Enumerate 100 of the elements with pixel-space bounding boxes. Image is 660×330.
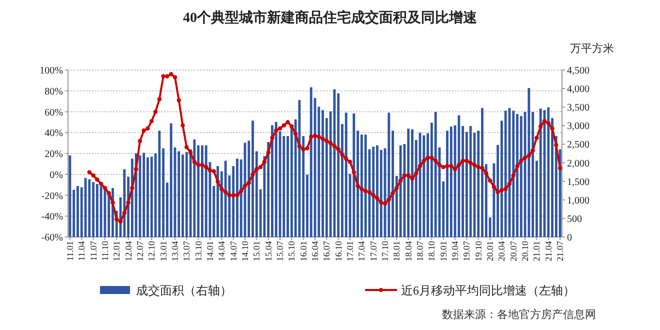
- bar: [146, 157, 149, 237]
- bar: [411, 129, 414, 237]
- x-tick-label: 14.07: [228, 240, 238, 262]
- x-tick-label: 16.01: [298, 241, 308, 262]
- x-tick-label: 13.04: [170, 240, 180, 262]
- bar: [92, 182, 94, 237]
- bar: [516, 114, 518, 237]
- x-tick-label: 16.07: [322, 240, 332, 262]
- bar: [399, 145, 402, 237]
- y-tick-label: 20%: [44, 149, 63, 160]
- bar: [274, 122, 278, 237]
- x-tick-label: 11.04: [76, 240, 87, 261]
- y-tick-label: 100%: [40, 66, 63, 76]
- bar: [182, 154, 184, 237]
- bar: [528, 88, 530, 237]
- x-tick-label: 20.10: [520, 240, 530, 262]
- x-tick-label: 21.07: [555, 240, 566, 262]
- x-tick-label: 11.01: [64, 241, 75, 261]
- x-tick-label: 16.04: [310, 240, 320, 262]
- x-tick-label: 12.04: [123, 240, 134, 262]
- bar: [333, 89, 336, 237]
- bar: [193, 139, 196, 237]
- x-tick-label: 20.04: [496, 240, 507, 262]
- bar: [170, 123, 172, 237]
- y-tick-label: -60%: [41, 232, 63, 244]
- x-tick-label: 19.07: [462, 240, 472, 262]
- x-tick-label: 15.01: [252, 241, 262, 262]
- x-tick-label: 17.07: [368, 240, 378, 262]
- x-tick-label: 21.04: [543, 240, 554, 262]
- bar: [123, 169, 126, 237]
- x-tick-label: 14.10: [240, 240, 250, 262]
- bar: [271, 125, 274, 237]
- bar: [142, 152, 146, 237]
- y-tick-label: 60%: [44, 107, 63, 118]
- bar: [352, 113, 356, 237]
- x-tick-label: 18.01: [392, 241, 402, 262]
- bar: [96, 184, 98, 237]
- x-tick-label: 12.10: [146, 240, 157, 262]
- x-tick-label: 13.10: [193, 240, 204, 262]
- x-tick-label: 20.07: [508, 240, 518, 262]
- y-tick-label: 40%: [44, 128, 63, 140]
- x-tick-label: 12.01: [112, 241, 122, 262]
- bar: [422, 135, 426, 237]
- y2-tick-label: 4,500: [567, 66, 590, 76]
- bar: [364, 134, 367, 237]
- y2-tick-label: 1,000: [567, 195, 590, 206]
- x-tick-label: 20.01: [485, 241, 496, 262]
- y2-axis-title: 万平方米: [570, 42, 614, 55]
- x-tick-label: 15.04: [263, 240, 274, 262]
- x-tick-label: 11.07: [88, 240, 98, 261]
- bar: [178, 151, 180, 237]
- bar: [458, 115, 460, 237]
- y2-tick-label: 4,000: [567, 84, 590, 96]
- y-tick-label: 0%: [50, 170, 63, 181]
- bar: [469, 126, 472, 237]
- x-tick-label: 16.10: [333, 240, 344, 262]
- bar: [310, 87, 312, 237]
- x-tick-label: 13.01: [158, 241, 168, 262]
- x-tick-label: 17.01: [345, 241, 356, 262]
- bar: [446, 130, 448, 237]
- bar: [504, 110, 507, 237]
- bar: [372, 146, 375, 237]
- bar: [298, 100, 301, 237]
- y2-tick-label: 3,000: [567, 121, 590, 132]
- bar: [337, 93, 340, 237]
- bar: [216, 166, 219, 237]
- bar: [200, 145, 204, 237]
- bar: [450, 126, 452, 237]
- bar: [380, 150, 382, 237]
- bar: [376, 145, 378, 237]
- bar: [481, 108, 484, 237]
- y-tick-label: -40%: [41, 212, 63, 223]
- legend-label: 近6月移动平均同比增速（左轴）: [401, 284, 575, 298]
- source-note: 数据来源：各地官方房产信息网: [442, 308, 596, 321]
- bar: [520, 116, 522, 237]
- x-tick-label: 14.01: [204, 241, 215, 262]
- x-tick-label: 18.10: [426, 240, 437, 262]
- y2-tick-label: 1,500: [567, 176, 590, 188]
- bar: [68, 155, 72, 237]
- bar: [76, 186, 79, 237]
- bar: [388, 112, 390, 237]
- y2-tick-label: 2,000: [567, 158, 590, 170]
- bar: [434, 112, 437, 237]
- x-tick-label: 17.04: [356, 240, 367, 262]
- y2-tick-label: 500: [567, 214, 582, 225]
- x-tick-label: 13.07: [182, 240, 192, 262]
- legend-label: 成交面积（右轴）: [136, 284, 232, 298]
- x-tick-label: 18.04: [403, 240, 414, 262]
- x-tick-label: 11.10: [100, 240, 110, 261]
- bar: [512, 110, 515, 237]
- x-tick-label: 19.04: [450, 240, 460, 262]
- y-tick-label: 80%: [44, 86, 63, 98]
- bar: [236, 158, 238, 237]
- bar: [322, 110, 324, 237]
- x-tick-label: 15.10: [286, 240, 297, 262]
- x-tick-label: 19.01: [438, 241, 448, 262]
- y2-tick-label: 3,500: [567, 102, 590, 114]
- x-tick-label: 17.10: [380, 240, 390, 262]
- x-tick-label: 14.04: [216, 240, 227, 262]
- bar: [185, 152, 188, 237]
